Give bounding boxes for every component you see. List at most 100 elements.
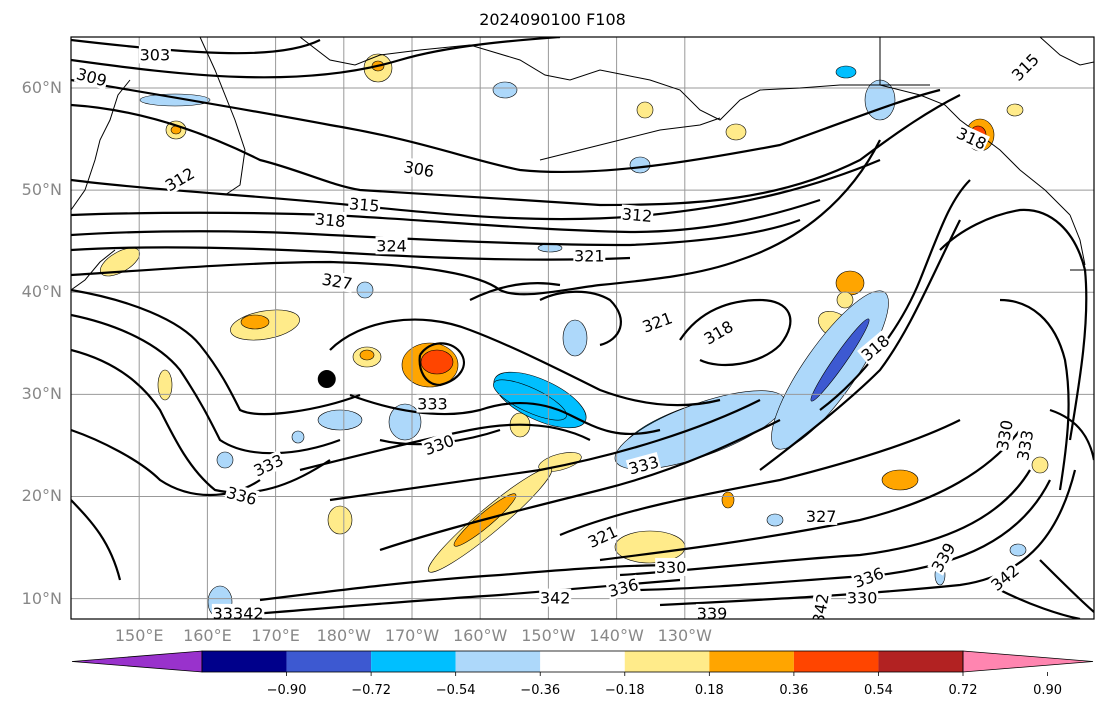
theta-contour xyxy=(71,313,341,455)
contour-label-bg xyxy=(857,330,894,365)
anomaly-patch xyxy=(766,513,784,527)
theta-contour xyxy=(469,282,561,301)
anomaly-patch xyxy=(356,281,374,299)
contour-label-bg xyxy=(73,64,110,90)
coastline xyxy=(879,37,930,86)
lat-label: 20°N xyxy=(21,486,62,506)
lat-label: 50°N xyxy=(21,180,62,200)
anomaly-patch xyxy=(139,93,211,107)
anomaly-patch xyxy=(835,65,857,79)
colorbar-tick-label: 0.54 xyxy=(863,683,893,698)
graticule xyxy=(71,37,1094,619)
colorbar-max-extend xyxy=(962,650,1094,673)
coastline xyxy=(539,117,721,161)
lat-label: 30°N xyxy=(21,384,62,404)
colorbar-segment xyxy=(878,651,963,672)
anomaly-patch xyxy=(291,430,305,444)
colorbar-segment xyxy=(793,651,879,672)
theta-contour xyxy=(659,469,1077,607)
lon-label: 150°E xyxy=(114,626,164,645)
contour-label: 324 xyxy=(376,236,407,255)
theta-contour xyxy=(759,219,961,471)
theta-contour xyxy=(418,342,465,387)
lon-label: 130°W xyxy=(657,626,712,645)
theta-contour xyxy=(939,208,1088,441)
theta-contour xyxy=(71,499,122,581)
contour-label-bg xyxy=(846,588,879,607)
anomaly-patch xyxy=(1006,103,1024,117)
contour-label-bg xyxy=(539,588,572,607)
theta-contour xyxy=(71,198,821,234)
theta-contour xyxy=(349,393,661,436)
colorbar-tick-label: −0.90 xyxy=(266,683,307,698)
contour-label-bg xyxy=(347,194,382,215)
theta-contour xyxy=(71,218,801,247)
contour-label-bg xyxy=(850,563,887,592)
colorbar-tick-label: −0.54 xyxy=(435,683,476,698)
contour-label-bg xyxy=(416,394,449,413)
coastline xyxy=(71,249,116,291)
colorbar-tick-label: −0.36 xyxy=(520,683,561,698)
contour-label-bg xyxy=(375,236,408,255)
colorbar-segment xyxy=(371,651,456,672)
coastline xyxy=(1069,214,1086,266)
anomaly-patch xyxy=(240,314,270,330)
colorbar-tick-label: 0.18 xyxy=(694,683,724,698)
anomaly-patch xyxy=(636,101,654,119)
coastline xyxy=(624,74,880,121)
lat-label: 60°N xyxy=(21,78,62,98)
coastline xyxy=(1039,37,1094,66)
contour-label-bg xyxy=(992,417,1016,453)
storm-center-dot xyxy=(317,370,336,389)
contour-label-bg xyxy=(313,209,347,231)
contour-label: 318 xyxy=(314,209,346,231)
contour-label: 342 xyxy=(540,589,571,608)
contour-label-bg xyxy=(250,450,287,480)
anomaly-patch xyxy=(881,469,919,491)
contour-label: 330 xyxy=(656,558,687,577)
map-title: 2024090100 F108 xyxy=(479,10,626,29)
anomaly-patch xyxy=(327,505,353,535)
contour-label: 321 xyxy=(574,247,605,266)
storm-center-marker xyxy=(317,370,336,389)
colorbar-tick-label: 0.36 xyxy=(779,683,809,698)
colorbar-tick-label: −0.18 xyxy=(604,683,645,698)
theta-contour xyxy=(71,139,881,296)
lon-label: 180°W xyxy=(316,626,371,645)
theta-contour xyxy=(71,158,881,221)
anomaly-patch xyxy=(1031,456,1049,474)
contour-label-bg xyxy=(138,45,171,64)
anomaly-patch xyxy=(1009,543,1027,557)
contour-label-bg xyxy=(1007,49,1043,85)
theta-contour xyxy=(559,419,961,537)
colorbar-segment xyxy=(202,651,287,672)
contour-label-bg xyxy=(605,574,641,601)
colorbar-tick-label: −0.72 xyxy=(351,683,392,698)
lon-label: 170°W xyxy=(384,626,440,645)
theta-contour xyxy=(71,94,961,207)
contour-label-bg xyxy=(655,557,688,576)
contour-label-bg xyxy=(639,308,676,336)
contour-label-bg xyxy=(319,269,355,293)
colorbar-segment xyxy=(624,651,710,672)
theta-contour xyxy=(679,298,792,367)
anomaly-patch xyxy=(216,451,234,469)
theta-contour xyxy=(329,318,721,407)
theta-contour xyxy=(259,563,681,602)
contour-label-bg xyxy=(700,316,737,349)
contour-label-bg xyxy=(808,591,832,619)
colorbar-segment xyxy=(286,651,372,672)
theta-contour xyxy=(619,469,1031,577)
contour-label-bg xyxy=(620,204,654,226)
contour-label: 342 xyxy=(233,604,264,623)
theta-contour xyxy=(999,589,1081,619)
anomaly-patch xyxy=(562,319,588,357)
theta-contour xyxy=(71,37,561,79)
lon-label: 150°W xyxy=(521,626,576,645)
lat-label: 40°N xyxy=(21,282,62,302)
contour-label: 327 xyxy=(806,507,837,526)
contour-label-bg xyxy=(927,538,959,576)
